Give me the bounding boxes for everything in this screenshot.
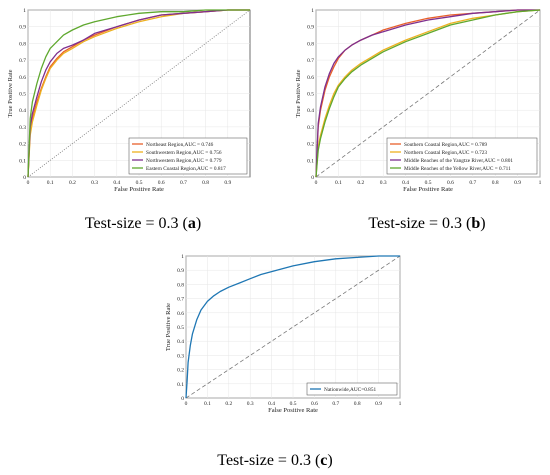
y-axis-label: True Positive Rate <box>7 69 14 117</box>
y-tick-label: 0.6 <box>177 311 184 317</box>
y-tick-label: 1 <box>311 8 314 14</box>
roc-curve-4 <box>315 9 541 178</box>
x-tick-label: 0.7 <box>332 401 339 407</box>
y-axis-label: True Positive Rate <box>165 303 172 351</box>
x-tick-label: 0.1 <box>47 180 54 186</box>
y-tick-label: 1 <box>181 254 184 260</box>
y-tick-label: 0.1 <box>19 158 26 164</box>
x-tick-label: 0.8 <box>492 180 499 186</box>
roc-panel-b: 0 0.1 0.2 0.3 0.4 0.5 0.6 0.7 0.8 0.9 1 0 0.1 0.2 0.3 0… <box>295 8 542 193</box>
x-tick-label: 0 <box>27 180 30 186</box>
roc-curve-1 <box>185 255 400 399</box>
y-tick-label: 0.2 <box>177 368 184 374</box>
legend-entry: Nationwide,AUC=0.851 <box>324 387 376 393</box>
x-tick-label: 0.6 <box>447 180 454 186</box>
legend-entry: Northern Coastal Region,AUC = 0.723 <box>404 150 487 156</box>
x-tick-label: 0.9 <box>375 401 382 407</box>
x-tick-label: 0.6 <box>311 401 318 407</box>
x-tick-label: 1 <box>539 180 542 186</box>
legend-entry: Northwestern Region,AUC = 0.779 <box>146 158 222 164</box>
y-tick-label: 0.5 <box>19 92 26 98</box>
y-tick-label: 0.2 <box>307 142 314 148</box>
y-tick-label: 0.1 <box>307 158 314 164</box>
y-tick-label: 0.8 <box>307 41 314 47</box>
y-tick-label: 0.6 <box>307 75 314 81</box>
x-tick-label: 0.2 <box>357 180 364 186</box>
legend-entry: Middle Reaches of the Yangtze River,AUC … <box>404 157 513 164</box>
x-tick-label: 0.3 <box>247 401 254 407</box>
y-tick-label: 0.4 <box>177 339 184 345</box>
x-tick-label: 0.5 <box>136 180 143 186</box>
roc-curve-4 <box>27 9 250 178</box>
x-tick-label: 0.4 <box>402 180 409 186</box>
x-tick-label: 0.2 <box>225 401 232 407</box>
y-tick-label: 0.9 <box>307 25 314 31</box>
x-tick-label: 0.7 <box>469 180 476 186</box>
y-tick-label: 1 <box>23 8 26 14</box>
caption-c: Test-size = 0.3 (c) <box>217 452 332 469</box>
y-tick-label: 0.6 <box>19 75 26 81</box>
x-axis-label: False Positive Rate <box>114 186 164 193</box>
y-tick-label: 0.9 <box>177 268 184 274</box>
y-tick-label: 0 <box>181 396 184 402</box>
x-tick-label: 0.2 <box>69 180 76 186</box>
legend <box>386 137 538 175</box>
x-tick-label: 0.8 <box>202 180 209 186</box>
legend-entry: Eastern Coastal Region,AUC = 0.817 <box>146 166 226 172</box>
y-tick-label: 0.2 <box>19 142 26 148</box>
x-tick-label: 0.9 <box>224 180 231 186</box>
roc-panel-c: 0 0.1 0.2 0.3 0.4 0.5 0.6 0.7 0.8 0.9 1 0 0.1 0.2 0.3 0… <box>165 254 402 414</box>
y-tick-label: 0.5 <box>177 325 184 331</box>
legend-entry: Middle Reaches of the Yellow River,AUC =… <box>404 165 511 172</box>
legend <box>128 137 248 175</box>
y-axis-label: True Positive Rate <box>295 69 302 117</box>
x-tick-label: 0.4 <box>113 180 120 186</box>
x-tick-label: 0.5 <box>425 180 432 186</box>
y-tick-label: 0.7 <box>19 58 26 64</box>
y-tick-label: 0.1 <box>177 382 184 388</box>
x-tick-label: 0.7 <box>180 180 187 186</box>
chance-diagonal <box>185 255 401 399</box>
roc-curve-2 <box>315 9 541 178</box>
y-tick-label: 0 <box>23 175 26 181</box>
x-tick-label: 0 <box>185 401 188 407</box>
x-tick-label: 0.6 <box>158 180 165 186</box>
chance-diagonal <box>315 9 541 178</box>
roc-curve-3 <box>27 9 250 178</box>
x-tick-label: 0.9 <box>514 180 521 186</box>
x-axis-label: False Positive Rate <box>268 407 318 414</box>
y-tick-label: 0.4 <box>307 108 314 114</box>
y-tick-label: 0.7 <box>177 297 184 303</box>
y-tick-label: 0.3 <box>177 353 184 359</box>
y-tick-label: 0.8 <box>19 41 26 47</box>
y-tick-label: 0.3 <box>19 125 26 131</box>
legend-entry: Southwestern Region,AUC = 0.756 <box>146 150 222 156</box>
caption-b: Test-size = 0.3 (b) <box>368 215 485 232</box>
x-tick-label: 0.1 <box>204 401 211 407</box>
x-tick-label: 0.5 <box>290 401 297 407</box>
x-tick-label: 0.3 <box>380 180 387 186</box>
legend <box>306 382 398 396</box>
y-tick-label: 0.4 <box>19 108 26 114</box>
x-tick-label: 0.4 <box>268 401 275 407</box>
x-tick-label: 0 <box>315 180 318 186</box>
x-tick-label: 0.8 <box>354 401 361 407</box>
x-tick-label: 0.1 <box>335 180 342 186</box>
caption-a: Test-size = 0.3 (a) <box>85 215 201 232</box>
y-tick-label: 0.5 <box>307 92 314 98</box>
roc-curve-3 <box>315 9 540 178</box>
x-axis-label: False Positive Rate <box>403 186 453 193</box>
x-tick-label: 1 <box>399 401 402 407</box>
y-tick-label: 0.7 <box>307 58 314 64</box>
y-tick-label: 0.8 <box>177 282 184 288</box>
legend-entry: Northeast Region,AUC = 0.746 <box>146 142 214 148</box>
y-tick-label: 0 <box>311 175 314 181</box>
x-tick-label: 0.3 <box>91 180 98 186</box>
roc-panel-a: 0 0.1 0.2 0.3 0.4 0.5 0.6 0.7 0.8 0.9 0 0.1 0.2 0.3 0.… <box>7 8 251 193</box>
y-tick-label: 0.9 <box>19 25 26 31</box>
legend-entry: Southern Coastal Region,AUC = 0.789 <box>404 142 487 148</box>
y-tick-label: 0.3 <box>307 125 314 131</box>
